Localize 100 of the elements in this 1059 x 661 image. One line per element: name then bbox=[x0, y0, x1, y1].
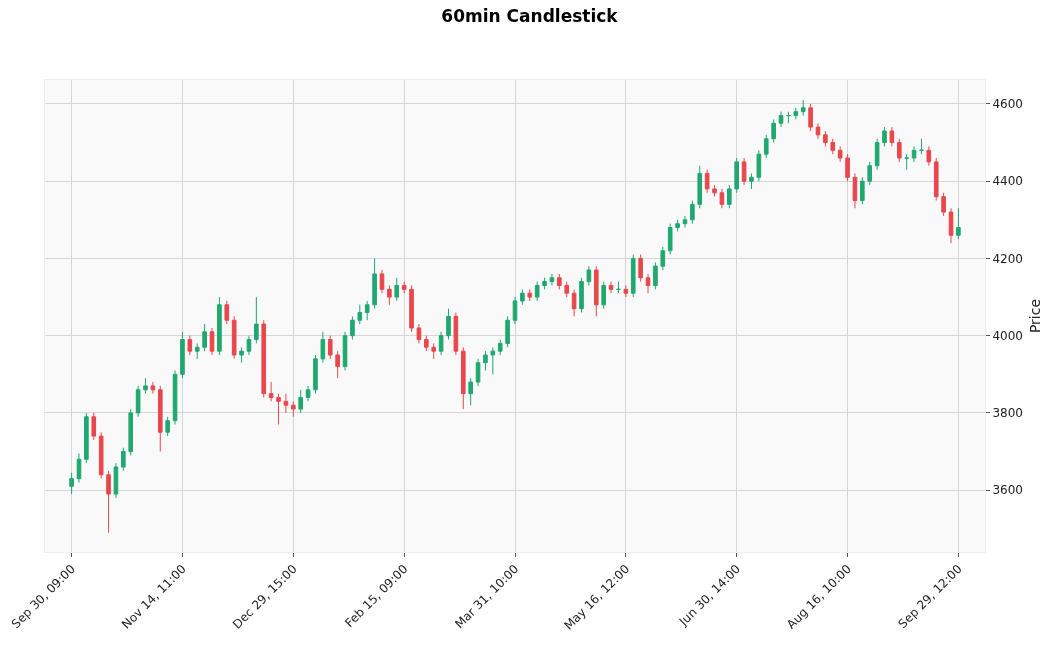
candlestick bbox=[394, 277, 400, 302]
candlestick bbox=[586, 265, 592, 286]
candlestick bbox=[527, 288, 533, 302]
candlestick bbox=[475, 358, 481, 387]
candlestick bbox=[741, 157, 747, 186]
candlestick bbox=[416, 323, 422, 344]
candlestick bbox=[549, 273, 555, 286]
candlestick bbox=[771, 118, 776, 144]
candlestick bbox=[749, 172, 754, 190]
candlestick bbox=[409, 284, 414, 333]
candlestick bbox=[172, 369, 178, 426]
candlestick bbox=[76, 453, 82, 483]
candlestick bbox=[808, 103, 813, 132]
y-axis-title: Price bbox=[1027, 298, 1044, 334]
candlestick bbox=[534, 281, 540, 302]
candlestick bbox=[254, 296, 259, 344]
candlestick bbox=[571, 288, 577, 317]
candlestick bbox=[719, 188, 725, 209]
candlestick bbox=[630, 254, 636, 298]
y-tick-label: 3600 bbox=[992, 483, 1023, 498]
candlestick bbox=[557, 273, 562, 290]
candlestick bbox=[446, 308, 451, 341]
candlestick bbox=[830, 138, 836, 155]
candlestick bbox=[956, 207, 961, 240]
candlestick bbox=[933, 157, 939, 202]
candlestick bbox=[150, 381, 156, 395]
candlestick bbox=[845, 153, 850, 182]
candlestick bbox=[106, 470, 111, 534]
candlestick bbox=[653, 261, 658, 290]
candlestick bbox=[645, 273, 651, 294]
candlestick bbox=[98, 431, 104, 480]
candlestick bbox=[231, 315, 237, 360]
candlestick bbox=[874, 138, 880, 171]
candlestick bbox=[941, 192, 946, 217]
y-tick-label: 4400 bbox=[992, 174, 1023, 189]
candlestick bbox=[113, 462, 119, 499]
candlestick bbox=[379, 269, 385, 294]
candlestick bbox=[948, 207, 954, 244]
candlestick bbox=[660, 246, 666, 271]
candlestick bbox=[497, 339, 503, 356]
candlestick bbox=[424, 335, 429, 352]
candlestick bbox=[483, 350, 488, 371]
candlestick bbox=[756, 149, 762, 182]
candlestick bbox=[165, 416, 170, 437]
candlestick bbox=[401, 281, 407, 294]
candlestick bbox=[335, 350, 340, 379]
candlestick bbox=[512, 296, 518, 325]
candlestick bbox=[268, 381, 274, 402]
y-tick-label: 3800 bbox=[992, 406, 1023, 421]
candlestick bbox=[364, 300, 370, 321]
candlestick bbox=[889, 126, 895, 147]
candlestick bbox=[675, 219, 680, 232]
candlestick bbox=[919, 138, 924, 155]
candlestick bbox=[608, 281, 614, 294]
candlestick bbox=[84, 412, 89, 464]
candlestick bbox=[468, 377, 473, 406]
candlestick bbox=[91, 412, 97, 441]
candlestick bbox=[490, 346, 496, 375]
candlestick bbox=[460, 346, 466, 410]
candlestick bbox=[135, 385, 141, 418]
candlestick bbox=[224, 300, 230, 325]
candlestick bbox=[867, 161, 873, 186]
candlestick bbox=[860, 176, 865, 205]
candlestick bbox=[667, 223, 673, 256]
candlestick bbox=[542, 277, 547, 290]
y-tick-label: 4000 bbox=[992, 328, 1023, 343]
candlestick bbox=[431, 342, 437, 360]
candlestick bbox=[194, 342, 200, 360]
candlestick bbox=[298, 389, 303, 414]
candlestick bbox=[217, 296, 222, 356]
candlestick bbox=[276, 393, 281, 426]
candlestick bbox=[187, 335, 193, 356]
candlestick bbox=[823, 130, 828, 147]
candlestick bbox=[438, 331, 444, 356]
candlestick bbox=[793, 107, 799, 120]
candlestick bbox=[712, 184, 717, 198]
candlestick bbox=[180, 331, 185, 379]
candlestick bbox=[239, 346, 244, 364]
candlestick bbox=[157, 385, 163, 453]
candlestick bbox=[815, 122, 821, 140]
candlestick bbox=[837, 145, 843, 163]
candlestick bbox=[313, 354, 318, 395]
candlestick bbox=[69, 472, 74, 495]
candlestick bbox=[202, 323, 207, 352]
candlestick bbox=[911, 145, 917, 163]
candlestick bbox=[727, 184, 732, 209]
candlestick bbox=[763, 134, 769, 159]
candlestick bbox=[209, 327, 215, 356]
candlestick bbox=[896, 138, 902, 163]
candlestick bbox=[357, 304, 363, 325]
candlestick bbox=[882, 126, 887, 147]
y-tick-label: 4600 bbox=[992, 97, 1023, 112]
candlestick bbox=[697, 165, 703, 209]
candlestick bbox=[350, 315, 355, 341]
candlestick bbox=[320, 331, 326, 364]
candlestick bbox=[734, 157, 740, 194]
candlestick bbox=[778, 111, 784, 128]
candlestick bbox=[926, 145, 932, 167]
candlestick bbox=[616, 281, 621, 294]
candlestick bbox=[342, 331, 348, 371]
